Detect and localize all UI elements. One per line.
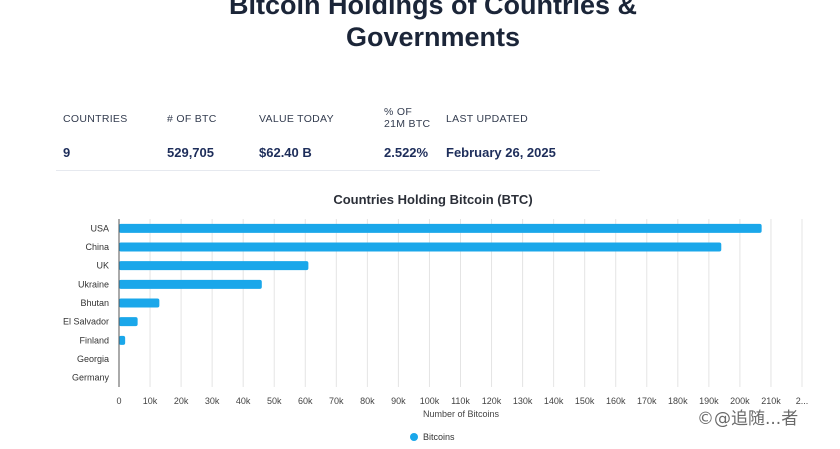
category-label: Ukraine bbox=[78, 279, 109, 289]
x-tick-label: 150k bbox=[575, 396, 595, 406]
category-label: UK bbox=[96, 261, 109, 271]
bar-ukraine[interactable] bbox=[119, 279, 262, 289]
x-tick-label: 20k bbox=[174, 396, 189, 406]
bar-finland[interactable] bbox=[119, 335, 126, 345]
stat-value-pct: 2.522% bbox=[384, 145, 429, 160]
stat-header-value: VALUE TODAY bbox=[259, 113, 334, 125]
stat-value-countries: 9 bbox=[63, 145, 71, 160]
stat-header-updated: LAST UPDATED bbox=[446, 113, 528, 125]
stat-header-pct-line-2: 21M BTC bbox=[384, 118, 431, 130]
x-tick-label: 10k bbox=[143, 396, 158, 406]
bar-china[interactable] bbox=[119, 242, 722, 252]
category-label: Bhutan bbox=[80, 298, 109, 308]
x-tick-label: 0 bbox=[116, 396, 121, 406]
x-tick-label: 70k bbox=[329, 396, 344, 406]
stat-value-btc: 529,705 bbox=[167, 145, 214, 160]
stat-header-countries: COUNTRIES bbox=[63, 113, 128, 125]
page-title: Bitcoin Holdings of Countries & Governme… bbox=[0, 0, 840, 53]
x-tick-label: 120k bbox=[482, 396, 502, 406]
category-label: China bbox=[85, 242, 109, 252]
page-title-line-2: Governments bbox=[345, 22, 521, 52]
x-tick-label: 200k bbox=[730, 396, 750, 406]
x-tick-label: 90k bbox=[391, 396, 406, 406]
page-title-line-1: Bitcoin Holdings of Countries & bbox=[229, 0, 637, 20]
category-label: El Salvador bbox=[63, 317, 109, 327]
bars bbox=[119, 223, 762, 364]
x-tick-label: 170k bbox=[637, 396, 657, 406]
legend-swatch bbox=[410, 433, 418, 441]
x-tick-label: 50k bbox=[267, 396, 282, 406]
x-tick-label: 160k bbox=[606, 396, 626, 406]
stat-header-pct-line-1: % OF bbox=[384, 106, 413, 118]
x-tick-label: 80k bbox=[360, 396, 375, 406]
watermark: ©@追随...者 bbox=[697, 409, 799, 429]
x-tick-label: 2... bbox=[796, 396, 809, 406]
x-tick-label: 140k bbox=[544, 396, 564, 406]
x-tick-label: 30k bbox=[205, 396, 220, 406]
x-tick-label: 60k bbox=[298, 396, 313, 406]
chart-title: Countries Holding Bitcoin (BTC) bbox=[333, 192, 533, 207]
legend-label: Bitcoins bbox=[423, 432, 455, 442]
stat-header-pct: % OF 21M BTC bbox=[384, 106, 430, 130]
bar-uk[interactable] bbox=[119, 261, 309, 271]
stats-table: COUNTRIES # OF BTC VALUE TODAY % OF 21M … bbox=[56, 100, 600, 171]
bar-bhutan[interactable] bbox=[119, 298, 160, 308]
category-label: Germany bbox=[72, 373, 110, 383]
category-label: USA bbox=[90, 223, 109, 233]
x-tick-label: 210k bbox=[761, 396, 781, 406]
category-label: Georgia bbox=[77, 354, 109, 364]
x-axis-label: Number of Bitcoins bbox=[423, 409, 500, 419]
x-tick-label: 100k bbox=[420, 396, 440, 406]
stat-value-value: $62.40 B bbox=[259, 145, 312, 160]
x-tick-label: 190k bbox=[699, 396, 719, 406]
legend[interactable]: Bitcoins bbox=[410, 432, 455, 442]
x-tick-label: 110k bbox=[451, 396, 470, 406]
bar-usa[interactable] bbox=[119, 223, 762, 233]
stat-value-updated: February 26, 2025 bbox=[446, 145, 556, 160]
category-label: Finland bbox=[79, 335, 109, 345]
stat-header-btc: # OF BTC bbox=[167, 113, 217, 125]
x-tick-label: 180k bbox=[668, 396, 688, 406]
x-tick-labels: 0 10k 20k 30k 40k 50k 60k 70k 80k 90k 100k 110k 120k… bbox=[116, 396, 808, 406]
x-tick-label: 130k bbox=[513, 396, 533, 406]
x-tick-label: 40k bbox=[236, 396, 251, 406]
bar-el-salvador[interactable] bbox=[119, 317, 138, 327]
category-labels: USA China UK Ukraine Bhutan El Salvador Finlan… bbox=[63, 223, 110, 382]
